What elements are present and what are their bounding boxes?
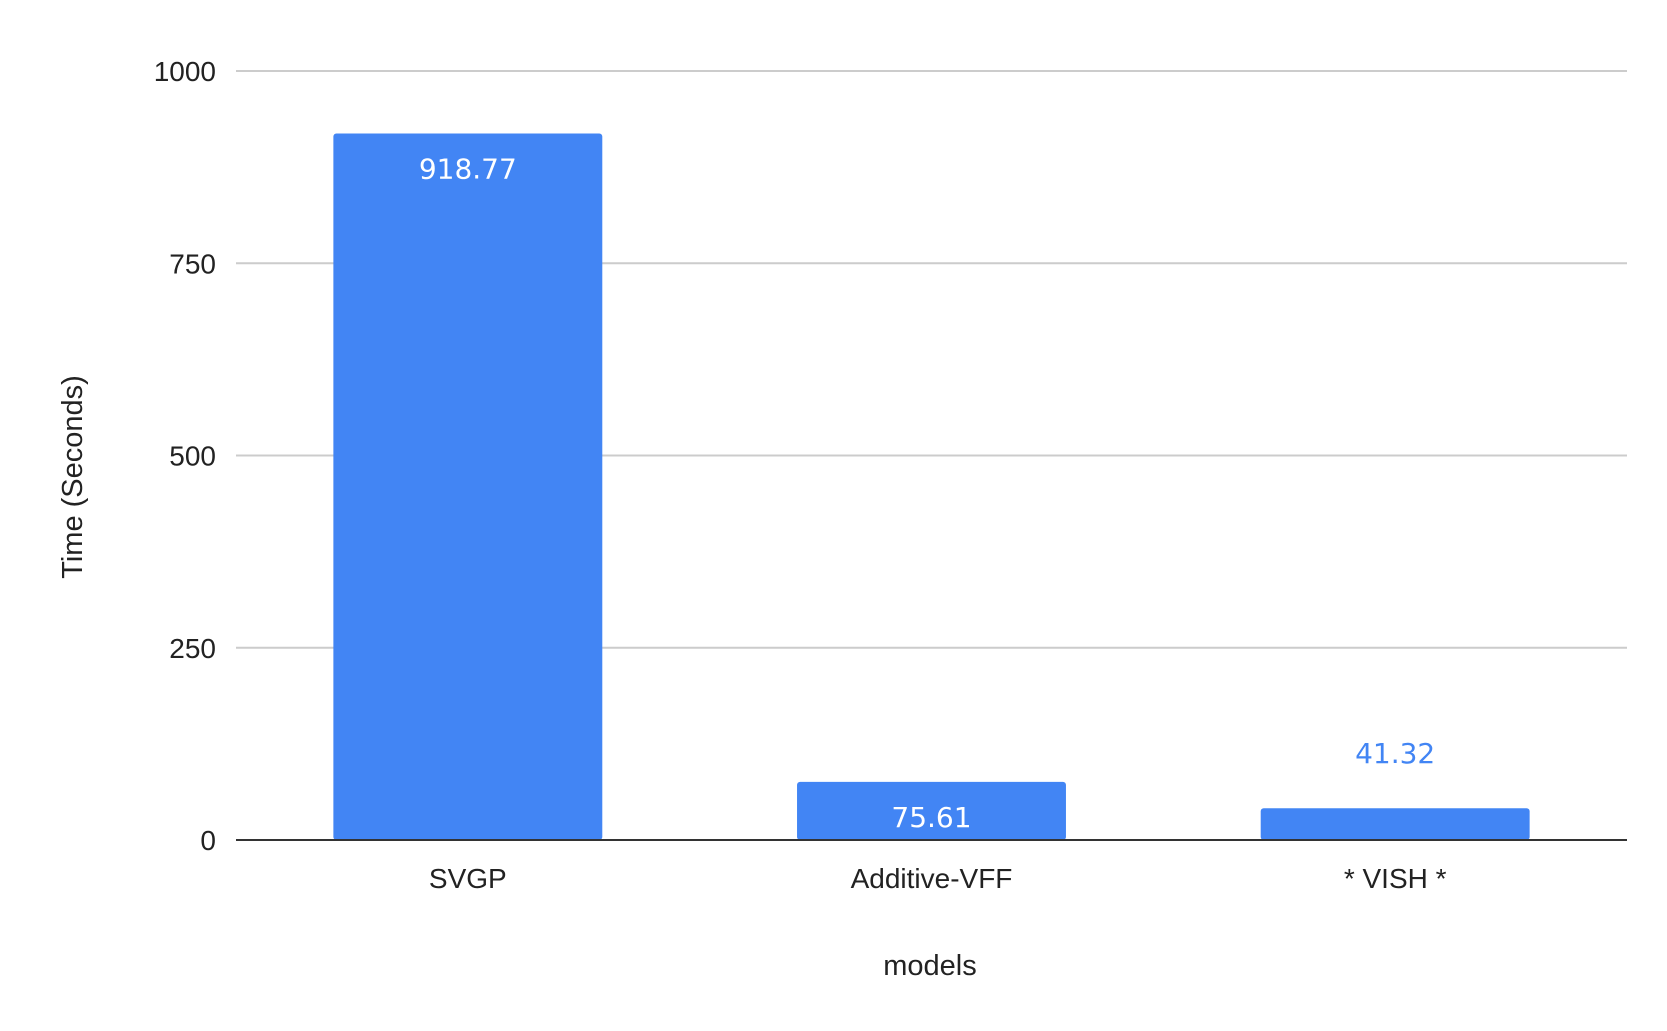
y-tick-label: 0	[200, 825, 216, 856]
data-label: 75.61	[891, 801, 971, 834]
y-tick-label: 750	[169, 248, 216, 279]
y-axis-ticks: 0 250 500 750 1000	[154, 56, 216, 856]
bar	[1260, 808, 1530, 840]
x-tick-label: Additive-VFF	[851, 863, 1013, 894]
y-tick-label: 500	[169, 441, 216, 472]
bar	[797, 781, 1066, 840]
y-axis-title: Time (Seconds)	[57, 375, 89, 579]
data-label: 41.32	[1355, 737, 1435, 770]
y-tick-label: 250	[169, 633, 216, 664]
x-tick-label: * VISH *	[1344, 863, 1447, 894]
x-axis-ticks: SVGP Additive-VFF * VISH *	[429, 863, 1447, 894]
x-tick-label: SVGP	[429, 863, 507, 894]
y-tick-label: 1000	[154, 56, 216, 87]
bar	[333, 133, 603, 840]
bars	[333, 133, 1530, 840]
data-labels: 918.77 75.61 41.32	[419, 152, 1435, 833]
x-axis-title: models	[883, 950, 977, 982]
data-label: 918.77	[419, 152, 517, 185]
